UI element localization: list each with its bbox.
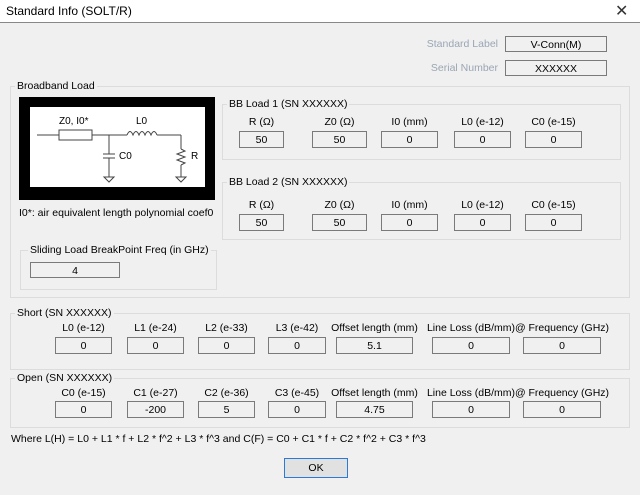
short-field-label: L0 (e-12) [62, 322, 105, 334]
short-group [10, 313, 630, 370]
bb2-field-input[interactable]: 0 [381, 214, 438, 231]
short-field-input[interactable]: 0 [127, 337, 184, 354]
open-field-input[interactable]: 0 [523, 401, 601, 418]
bb2-field-label: R (Ω) [248, 199, 275, 211]
bb1-field-input[interactable]: 0 [525, 131, 582, 148]
open-field-input[interactable]: 5 [198, 401, 255, 418]
bb2-field-label: I0 (mm) [391, 199, 428, 211]
standard-label-label: Standard Label [426, 38, 498, 50]
bb1-field-label: Z0 (Ω) [324, 116, 355, 128]
short-field-input[interactable]: 0 [198, 337, 255, 354]
diagram-l0-label: L0 [136, 116, 148, 127]
bb2-group [222, 182, 621, 240]
serial-number-field[interactable]: XXXXXX [505, 60, 607, 76]
sliding-load-freq-field[interactable]: 4 [30, 262, 120, 278]
air-length-note: I0*: air equivalent length polynomial co… [19, 207, 214, 219]
open-field-input[interactable]: 0 [432, 401, 510, 418]
broadband-load-title: Broadband Load [15, 80, 97, 92]
window-title: Standard Info (SOLT/R) [6, 4, 132, 18]
bb1-field-input[interactable]: 0 [454, 131, 511, 148]
open-title: Open (SN XXXXXX) [15, 372, 115, 384]
open-field-input[interactable]: 0 [268, 401, 326, 418]
open-field-label: Line Loss (dB/mm) [426, 387, 516, 399]
open-field-input[interactable]: 0 [55, 401, 112, 418]
short-field-input[interactable]: 0 [55, 337, 112, 354]
bb1-field-input[interactable]: 50 [239, 131, 284, 148]
bb1-group [222, 104, 621, 160]
bb1-field-input[interactable]: 50 [312, 131, 367, 148]
open-field-label: @ Frequency (GHz) [514, 387, 610, 399]
bb2-field-label: L0 (e-12) [461, 199, 504, 211]
short-field-label: L3 (e-42) [275, 322, 319, 334]
open-field-label: C0 (e-15) [61, 387, 106, 399]
standard-label-field[interactable]: V-Conn(M) [505, 36, 607, 52]
bb1-field-label: L0 (e-12) [461, 116, 504, 128]
bb2-field-label: Z0 (Ω) [324, 199, 355, 211]
open-field-input[interactable]: -200 [127, 401, 184, 418]
serial-number-label: Serial Number [430, 62, 498, 74]
bb2-field-input[interactable]: 50 [312, 214, 367, 231]
short-field-input[interactable]: 0 [523, 337, 601, 354]
short-field-input[interactable]: 0 [268, 337, 326, 354]
formula-text: Where L(H) = L0 + L1 * f + L2 * f^2 + L3… [11, 433, 426, 445]
open-field-label: C2 (e-36) [204, 387, 249, 399]
bb1-field-label: C0 (e-15) [531, 116, 576, 128]
bb1-title: BB Load 1 (SN XXXXXX) [227, 98, 350, 110]
short-field-input[interactable]: 5.1 [336, 337, 413, 354]
open-field-input[interactable]: 4.75 [336, 401, 413, 418]
open-field-label: C3 (e-45) [274, 387, 320, 399]
open-group [10, 378, 630, 428]
bb1-field-input[interactable]: 0 [381, 131, 438, 148]
title-bar [0, 0, 640, 23]
short-field-label: L2 (e-33) [205, 322, 248, 334]
diagram-c0-label: C0 [119, 151, 132, 162]
broadband-load-group [10, 86, 630, 298]
bb2-field-input[interactable]: 50 [239, 214, 284, 231]
circuit-schematic [30, 107, 205, 187]
bb1-field-label: R (Ω) [248, 116, 275, 128]
bb2-field-label: C0 (e-15) [531, 199, 576, 211]
short-field-label: @ Frequency (GHz) [514, 322, 610, 334]
short-field-label: Line Loss (dB/mm) [426, 322, 516, 334]
short-title: Short (SN XXXXXX) [15, 307, 114, 319]
ok-button[interactable]: OK [284, 458, 348, 478]
open-field-label: C1 (e-27) [133, 387, 178, 399]
diagram-r-label: R [191, 151, 199, 162]
diagram-z0-label: Z0, I0* [59, 116, 89, 127]
bb1-field-label: I0 (mm) [391, 116, 428, 128]
bb2-title: BB Load 2 (SN XXXXXX) [227, 176, 350, 188]
open-field-label: Offset length (mm) [331, 387, 418, 399]
circuit-diagram: Z0, I0* L0 C0 R [19, 97, 215, 200]
bb2-field-input[interactable]: 0 [525, 214, 582, 231]
short-field-label: L1 (e-24) [134, 322, 177, 334]
sliding-load-title: Sliding Load BreakPoint Freq (in GHz) [28, 244, 211, 256]
short-field-label: Offset length (mm) [331, 322, 418, 334]
close-icon[interactable]: ✕ [615, 3, 629, 20]
short-field-input[interactable]: 0 [432, 337, 510, 354]
bb2-field-input[interactable]: 0 [454, 214, 511, 231]
